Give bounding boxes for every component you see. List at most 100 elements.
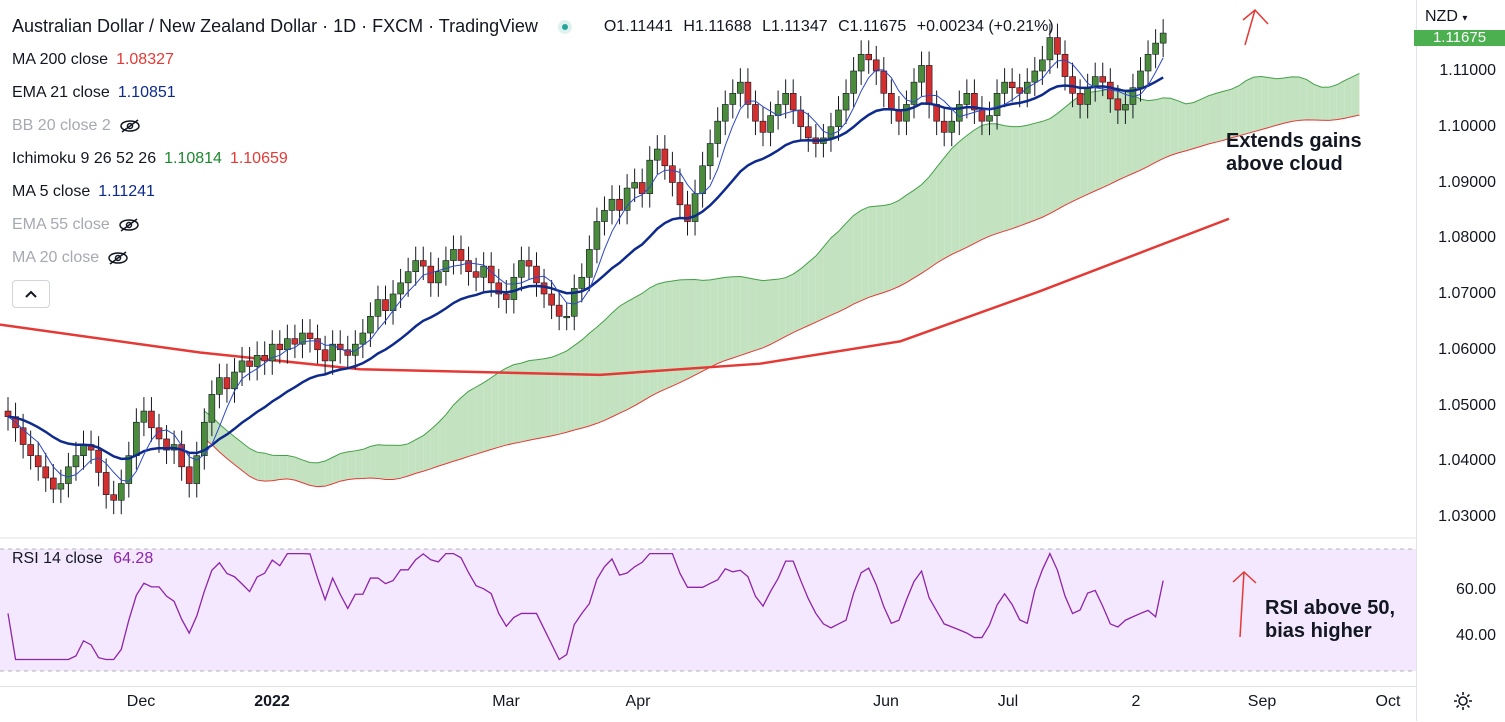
candle-body xyxy=(1016,87,1024,94)
settings-gear-icon[interactable] xyxy=(1452,690,1474,712)
time-axis-label: Oct xyxy=(1375,693,1401,710)
candle-body xyxy=(767,115,774,133)
cloud-segment xyxy=(445,405,454,464)
cloud-segment xyxy=(1049,113,1058,214)
cloud-segment xyxy=(672,279,680,387)
cloud-segment xyxy=(695,279,703,376)
candle-body xyxy=(472,271,480,278)
candle-body xyxy=(148,410,155,429)
candle-body xyxy=(533,265,540,284)
collapse-legend-button[interactable] xyxy=(12,280,50,308)
price-axis[interactable]: 1.03000 1.04000 1.05000 1.06000 1.07000 1.080… xyxy=(1416,0,1505,721)
cloud-segment xyxy=(1253,76,1262,132)
cloud-segment xyxy=(763,279,771,348)
cloud-segment xyxy=(234,436,243,471)
candle-body xyxy=(578,276,586,289)
legend-ema55[interactable]: EMA 55 close xyxy=(12,208,1060,241)
rsi-value: 64.28 xyxy=(113,550,154,567)
candle-body xyxy=(1144,53,1152,72)
candle-body xyxy=(72,455,80,468)
cloud-segment xyxy=(362,446,371,479)
cloud-segment xyxy=(596,320,605,424)
currency-label: NZD xyxy=(1425,8,1458,25)
candle-body xyxy=(329,343,336,362)
candle-body xyxy=(208,394,216,423)
candle-body xyxy=(238,360,246,373)
candle-body xyxy=(880,70,888,94)
cloud-segment xyxy=(1329,84,1337,121)
cloud-segment xyxy=(566,345,575,433)
price-annotation-line1: Extends gains xyxy=(1226,130,1362,152)
hidden-eye-icon[interactable] xyxy=(119,118,141,133)
rsi-legend[interactable]: RSI 14 close 64.28 xyxy=(12,550,153,568)
currency-selector[interactable]: NZD ▾ xyxy=(1425,8,1467,26)
legend-ichimoku-value2: 1.10659 xyxy=(229,150,288,167)
ohlc-values: O1.11441 H1.11688 L1.11347 C1.11675 +0.0… xyxy=(604,10,1060,43)
price-arrow xyxy=(1244,9,1256,46)
cloud-segment xyxy=(612,306,620,417)
time-axis-label: Mar xyxy=(492,693,520,710)
legend-bb20[interactable]: BB 20 close 2 xyxy=(12,109,1060,142)
cloud-segment xyxy=(589,327,597,426)
legend-ma20-label: MA 20 close xyxy=(12,249,100,266)
cloud-segment xyxy=(1299,77,1307,121)
ma5-path xyxy=(7,57,1164,482)
legend-ma200-value: 1.08327 xyxy=(116,51,174,68)
cloud-segment xyxy=(619,301,628,414)
cloud-segment xyxy=(249,448,258,481)
candle-body xyxy=(140,410,148,423)
candle-body xyxy=(1076,93,1084,105)
candle-body xyxy=(744,81,752,105)
legend-ma20[interactable]: MA 20 close xyxy=(12,241,1060,274)
candle-body xyxy=(284,338,291,351)
cloud-segment xyxy=(219,424,227,459)
candle-body xyxy=(223,377,231,390)
legend-ema21[interactable]: EMA 21 close 1.10851 xyxy=(12,76,1060,109)
candle-body xyxy=(729,93,737,105)
candle-body xyxy=(1031,70,1039,83)
hidden-eye-icon[interactable] xyxy=(118,217,140,232)
candle-body xyxy=(608,198,616,211)
ohlc-close: C1.11675 xyxy=(838,18,907,35)
cloud-segment xyxy=(853,210,862,305)
cloud-segment xyxy=(861,206,869,301)
cloud-segment xyxy=(332,453,341,484)
rsi-path xyxy=(7,552,1164,661)
legend-ma5[interactable]: MA 5 close 1.11241 xyxy=(12,175,1060,208)
candle-body xyxy=(548,293,555,306)
cloud-segment xyxy=(287,455,295,481)
candle-body xyxy=(940,120,948,133)
cloud-segment xyxy=(1231,85,1239,138)
candle-body xyxy=(457,249,465,261)
legend-ma200[interactable]: MA 200 close 1.08327 xyxy=(12,43,1060,76)
cloud-segment xyxy=(1344,77,1352,119)
cloud-segment xyxy=(815,247,824,323)
cloud-segment xyxy=(506,364,514,446)
rsi-axis-label: 60.00 xyxy=(1455,581,1496,599)
legend-ichimoku[interactable]: Ichimoku 9 26 52 26 1.10814 1.10659 xyxy=(12,142,1060,175)
candle-body xyxy=(918,65,925,83)
cloud-segment xyxy=(521,360,529,442)
cloud-segment xyxy=(657,282,665,393)
rsi-annotation-line2: bias higher xyxy=(1265,620,1372,642)
rsi-arrow xyxy=(1239,571,1245,638)
candle-body xyxy=(1039,59,1046,72)
time-axis[interactable]: Dec 2022 Mar Apr Jun Jul 2 Sep Oct xyxy=(0,686,1416,722)
ohlc-high: H1.11688 xyxy=(683,18,752,35)
candlesticks xyxy=(4,19,1167,515)
symbol-title[interactable]: Australian Dollar / New Zealand Dollar ·… xyxy=(12,16,538,36)
cloud-segment xyxy=(634,293,643,406)
cloud-segment xyxy=(770,279,779,345)
candle-body xyxy=(110,494,117,501)
cloud-segment xyxy=(906,190,914,283)
candle-body xyxy=(721,104,729,122)
cloud-segment xyxy=(1208,93,1216,145)
candle-body xyxy=(19,427,27,445)
candle-body xyxy=(246,360,253,367)
candle-body xyxy=(737,81,744,94)
cloud-segment xyxy=(944,148,952,259)
hidden-eye-icon[interactable] xyxy=(107,250,129,265)
cloud-segment xyxy=(1042,118,1050,218)
candle-body xyxy=(963,93,971,105)
